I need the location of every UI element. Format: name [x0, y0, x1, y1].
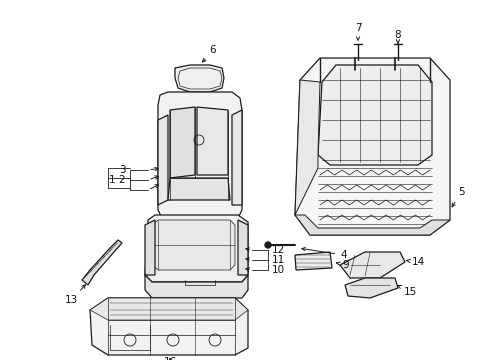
Polygon shape	[145, 275, 247, 298]
Polygon shape	[345, 278, 397, 298]
Text: 9: 9	[336, 260, 348, 270]
Polygon shape	[197, 107, 227, 175]
Text: 14: 14	[406, 257, 425, 267]
Text: 6: 6	[202, 45, 216, 62]
Polygon shape	[145, 220, 155, 275]
Text: 8: 8	[394, 30, 401, 43]
Polygon shape	[294, 58, 449, 235]
Polygon shape	[145, 215, 247, 282]
Text: 15: 15	[397, 285, 416, 297]
Polygon shape	[158, 92, 242, 218]
Text: 3: 3	[119, 165, 125, 175]
Text: 5: 5	[451, 187, 464, 207]
Text: 7: 7	[354, 23, 361, 40]
Polygon shape	[294, 252, 331, 270]
Polygon shape	[170, 107, 195, 178]
Polygon shape	[90, 298, 247, 355]
Text: 2: 2	[119, 175, 125, 185]
Text: 16: 16	[163, 357, 176, 360]
Text: 11: 11	[271, 255, 284, 265]
Polygon shape	[238, 220, 247, 275]
Polygon shape	[294, 80, 319, 215]
Polygon shape	[158, 115, 168, 205]
Text: 4: 4	[301, 247, 346, 260]
Text: 1: 1	[108, 175, 115, 185]
Polygon shape	[294, 215, 449, 235]
Polygon shape	[168, 178, 229, 200]
Polygon shape	[90, 298, 247, 320]
Polygon shape	[317, 65, 431, 165]
Polygon shape	[153, 220, 235, 270]
Circle shape	[264, 242, 270, 248]
Text: 13: 13	[64, 285, 85, 305]
Text: 10: 10	[271, 265, 284, 275]
Polygon shape	[231, 110, 242, 205]
Polygon shape	[339, 252, 404, 278]
Polygon shape	[82, 240, 122, 285]
Polygon shape	[175, 65, 224, 92]
Text: 12: 12	[271, 245, 284, 255]
